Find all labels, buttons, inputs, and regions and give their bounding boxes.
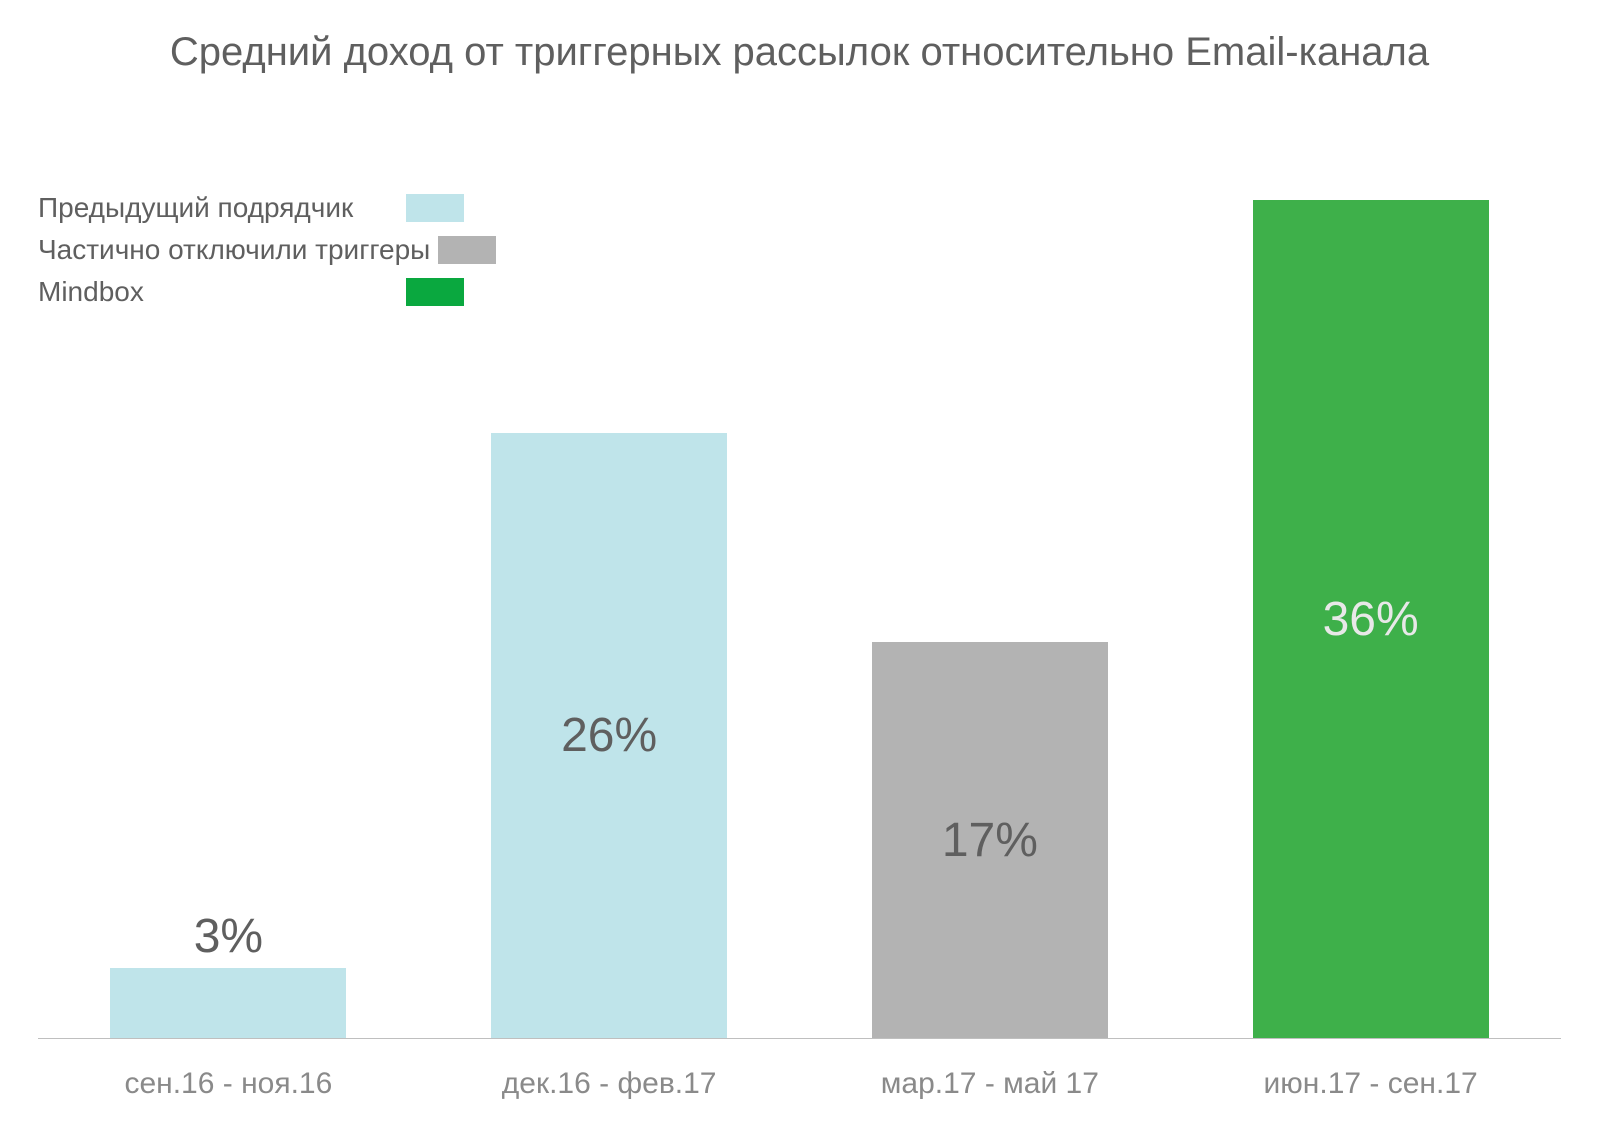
chart-title: Средний доход от триггерных рассылок отн… [0, 28, 1599, 76]
bar-chart: Средний доход от триггерных рассылок отн… [0, 0, 1599, 1131]
bar-value-label: 17% [942, 813, 1038, 868]
x-axis-label: мар.17 - май 17 [800, 1067, 1181, 1101]
x-axis-label: дек.16 - фев.17 [419, 1067, 800, 1101]
x-axis-label: сен.16 - ноя.16 [38, 1067, 419, 1101]
bar: 3% [110, 968, 346, 1038]
bar: 17% [872, 642, 1108, 1038]
bar-slot: 26% [419, 200, 800, 1038]
plot-area: 3% 26% 17% 36% [38, 200, 1561, 1039]
x-axis-labels: сен.16 - ноя.16 дек.16 - фев.17 мар.17 -… [38, 1067, 1561, 1101]
bar-slot: 36% [1180, 200, 1561, 1038]
bar: 36% [1253, 200, 1489, 1038]
bars-container: 3% 26% 17% 36% [38, 200, 1561, 1038]
bar-value-label: 3% [110, 909, 346, 968]
bar-value-label: 36% [1323, 592, 1419, 647]
bar-slot: 17% [800, 200, 1181, 1038]
bar-value-label: 26% [561, 708, 657, 763]
x-axis-label: июн.17 - сен.17 [1180, 1067, 1561, 1101]
bar: 26% [491, 433, 727, 1038]
bar-slot: 3% [38, 200, 419, 1038]
